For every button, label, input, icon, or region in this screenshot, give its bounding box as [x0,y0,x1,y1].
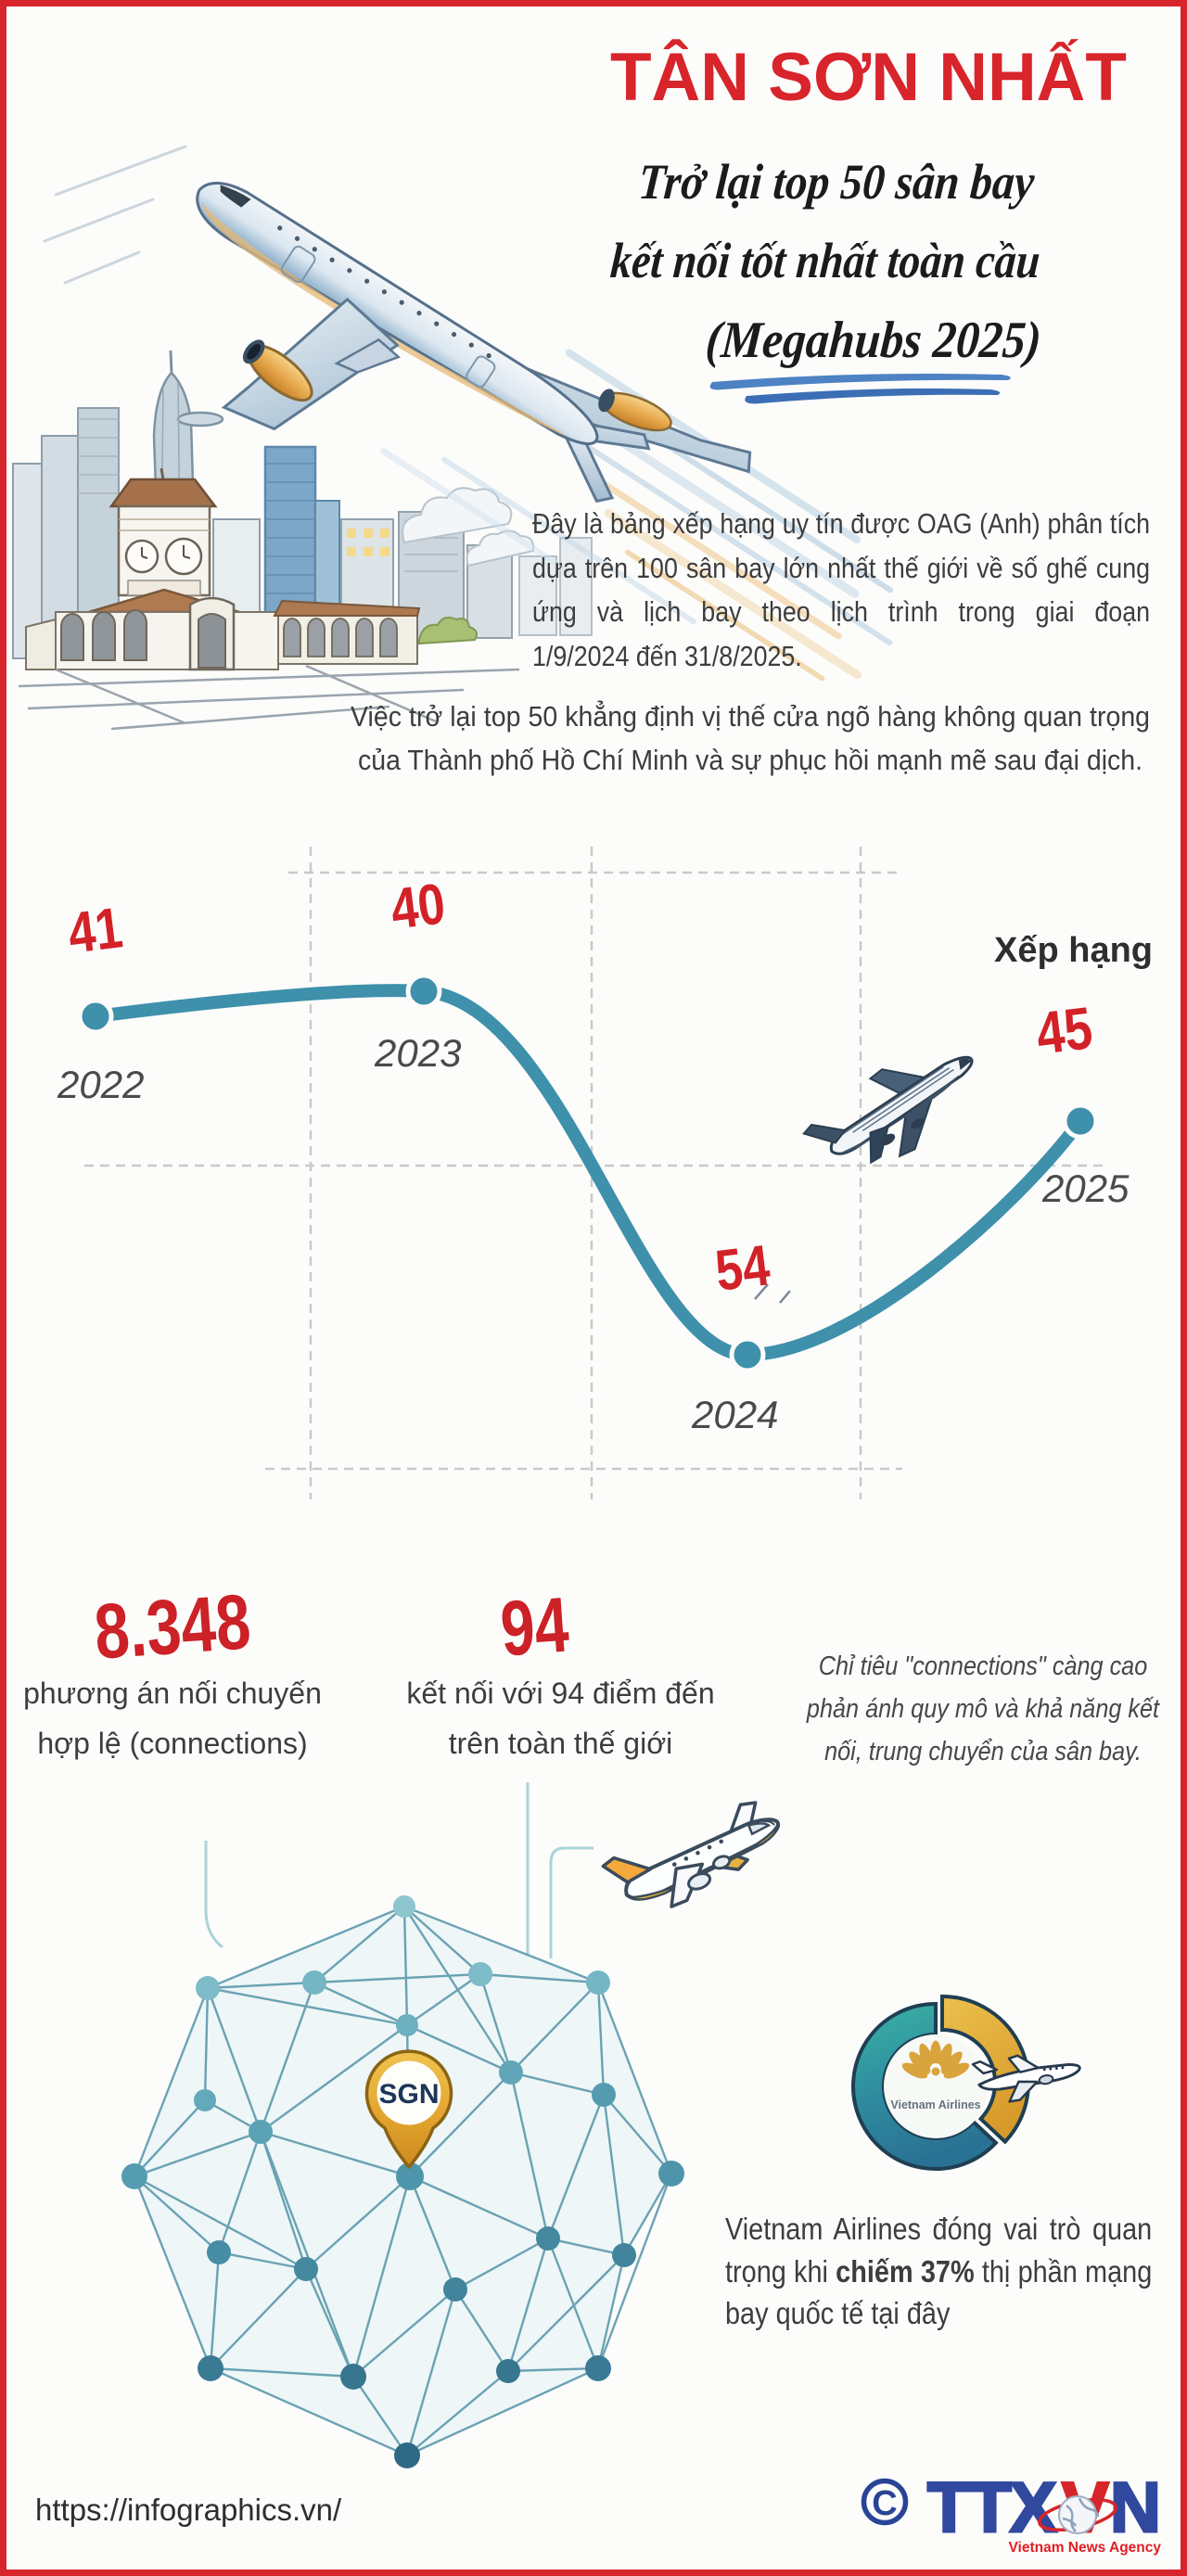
svg-text:TTX: TTX [927,2468,1057,2547]
svg-text:N: N [1110,2468,1161,2547]
svg-text:C: C [872,2484,897,2523]
svg-text:Vietnam Airlines: Vietnam Airlines [890,2098,980,2111]
svg-text:Vietnam News Agency: Vietnam News Agency [1008,2540,1161,2556]
svg-text:SGN: SGN [378,2079,439,2110]
